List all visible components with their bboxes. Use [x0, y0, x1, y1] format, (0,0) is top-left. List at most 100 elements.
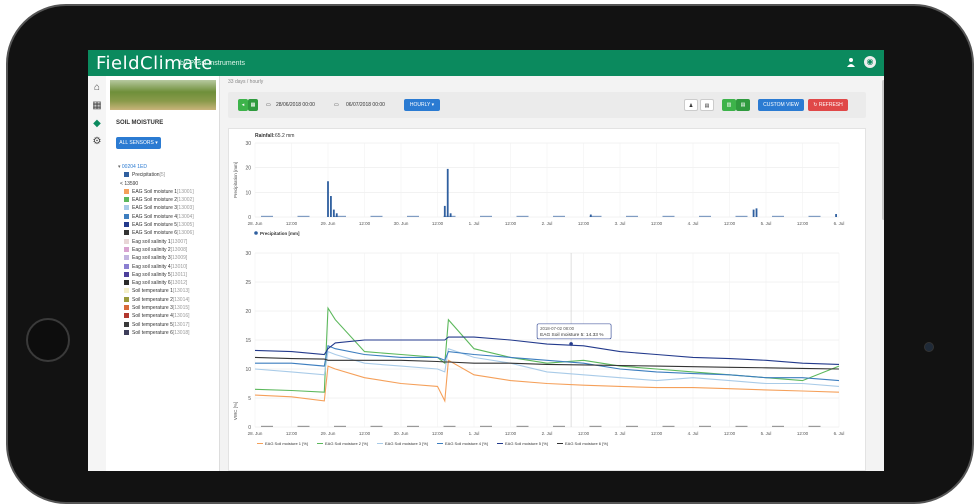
- station-node[interactable]: ▾ 00204 1ED: [118, 164, 147, 170]
- app-screen: FieldClimate by Pessl Instruments ◉ ⌂ ▦ …: [88, 50, 884, 471]
- sensor-icon[interactable]: ◆: [93, 118, 101, 129]
- prev-button[interactable]: ◂: [238, 99, 248, 111]
- sensor-item[interactable]: EAG Soil moisture 3[13003]: [118, 204, 218, 212]
- sensor-item[interactable]: < 13590: [118, 180, 218, 188]
- y-tick-label: 0: [248, 425, 251, 431]
- baseline-mark: [297, 215, 310, 217]
- sensor-item[interactable]: Soil temperature 4[13016]: [118, 312, 218, 320]
- x-tick-label: 12:00: [651, 431, 663, 436]
- menu-icon[interactable]: ◉: [864, 56, 876, 68]
- baseline-mark: [261, 215, 273, 217]
- precip-bar: [327, 181, 329, 217]
- table-view-button[interactable]: ▤: [736, 99, 750, 111]
- sensor-item-code: [13006]: [177, 230, 194, 237]
- sensor-item[interactable]: EAG Soil moisture 6[13006]: [118, 229, 218, 237]
- sensor-item[interactable]: Soil temperature 6[13018]: [118, 329, 218, 337]
- sensor-item[interactable]: Eag soil salinity 6[13012]: [118, 279, 218, 287]
- station-photo: [110, 80, 216, 110]
- series-line: [254, 356, 840, 370]
- baseline-mark: [370, 215, 383, 217]
- series-swatch: [124, 313, 129, 319]
- date-to[interactable]: 06/07/2018 00:00: [346, 102, 385, 108]
- legend-marker: [254, 231, 258, 235]
- sensor-item[interactable]: Soil temperature 1[13013]: [118, 287, 218, 295]
- station-id[interactable]: 00204 1ED: [121, 164, 147, 170]
- legend-label: EAG Soil moisture 3 [%]: [385, 441, 428, 446]
- custom-view-button[interactable]: CUSTOM VIEW: [758, 99, 804, 111]
- rainfall-label: Rainfall:: [255, 133, 275, 139]
- sensor-item-code: [13007]: [170, 238, 188, 245]
- sensor-item[interactable]: Eag soil salinity 2[13008]: [118, 246, 218, 254]
- sensor-item[interactable]: Eag soil salinity 3[13009]: [118, 254, 218, 262]
- calendar-toggle-button[interactable]: ▦: [248, 99, 258, 111]
- collapse-icon[interactable]: <: [120, 180, 125, 187]
- x-tick-label: 1. Jul: [469, 221, 480, 226]
- sensor-item[interactable]: EAG Soil moisture 4[13004]: [118, 213, 218, 221]
- user-settings-icon[interactable]: ♟: [684, 99, 698, 111]
- tooltip-marker: [569, 342, 573, 346]
- baseline-mark: [699, 425, 711, 427]
- series-swatch: [124, 205, 129, 211]
- sensor-item[interactable]: Eag soil salinity 5[13011]: [118, 271, 218, 279]
- table-icon[interactable]: ▤: [700, 99, 714, 111]
- user-icon[interactable]: [846, 57, 856, 67]
- all-sensors-button[interactable]: ALL SENSORS ▾: [116, 137, 161, 149]
- baseline-mark: [370, 425, 383, 427]
- gear-icon[interactable]: ⚙: [92, 136, 102, 147]
- sensor-item-code: [13004]: [177, 213, 194, 220]
- baseline-mark: [735, 425, 748, 427]
- series-swatch: [124, 222, 129, 228]
- home-button[interactable]: [26, 318, 70, 362]
- baseline-mark: [626, 425, 638, 427]
- x-tick-label: 12:00: [724, 221, 736, 226]
- baseline-mark: [261, 425, 273, 427]
- period-select[interactable]: HOURLY ▾: [404, 99, 440, 111]
- chart-icon[interactable]: ▦: [92, 100, 102, 111]
- x-tick-label: 12:00: [505, 431, 517, 436]
- sensor-item[interactable]: Eag soil salinity 4[13010]: [118, 263, 218, 271]
- home-icon[interactable]: ⌂: [93, 82, 101, 93]
- sensor-item[interactable]: Precipitation[5]: [118, 171, 218, 179]
- series-swatch: [124, 172, 129, 178]
- sensor-item-code: [13014]: [172, 296, 190, 303]
- legend-label: EAG Soil moisture 1 [%]: [265, 441, 308, 446]
- sensor-item-label: Soil temperature 4: [132, 313, 173, 320]
- sensor-item[interactable]: EAG Soil moisture 5[13005]: [118, 221, 218, 229]
- sensor-item-label: Soil temperature 2: [132, 296, 173, 303]
- sensor-item-label: Soil temperature 3: [132, 305, 173, 312]
- sensor-item-label: EAG Soil moisture 3: [132, 205, 178, 212]
- series-swatch: [124, 188, 129, 194]
- baseline-mark: [589, 215, 602, 217]
- series-swatch: [124, 305, 129, 311]
- baseline-mark: [808, 425, 821, 427]
- sensor-item[interactable]: Soil temperature 3[13015]: [118, 304, 218, 312]
- sensor-item[interactable]: EAG Soil moisture 2[13002]: [118, 196, 218, 204]
- sensor-item-label: Soil temperature 6: [132, 329, 173, 336]
- series-swatch: [124, 197, 129, 203]
- precip-bar: [443, 205, 446, 217]
- brand-subtitle: by Pessl Instruments: [180, 60, 245, 67]
- x-tick-label: 12:00: [797, 221, 809, 226]
- baseline-mark: [553, 425, 565, 427]
- series-line: [254, 347, 840, 387]
- sensor-item-code: [13005]: [177, 222, 194, 229]
- baseline-mark: [407, 425, 419, 427]
- sensor-item[interactable]: Soil temperature 2[13014]: [118, 296, 218, 304]
- series-swatch: [124, 271, 129, 277]
- sensor-item-label: EAG Soil moisture 1: [132, 188, 178, 195]
- sensor-item-code: [13003]: [177, 205, 194, 212]
- x-tick-label: 28. Jun: [248, 221, 263, 226]
- baseline-mark: [626, 215, 638, 217]
- main-content: 33 days / hourly ◂ ▦ ▭ 28/06/2018 00:00 …: [220, 76, 884, 471]
- brand-logo[interactable]: FieldClimate: [96, 53, 213, 74]
- scrollbar[interactable]: [882, 80, 884, 220]
- chart-view-button[interactable]: ▥: [722, 99, 736, 111]
- sensor-item[interactable]: EAG Soil moisture 1[13001]: [118, 188, 218, 196]
- refresh-button[interactable]: ↻ REFRESH: [808, 99, 848, 111]
- sensor-item[interactable]: Soil temperature 5[13017]: [118, 321, 218, 329]
- y-tick-label: 30: [245, 141, 251, 147]
- sensor-item[interactable]: Eag soil salinity 1[13007]: [118, 238, 218, 246]
- date-from[interactable]: 28/06/2018 00:00: [276, 102, 315, 108]
- x-tick-label: 4. Jul: [688, 221, 699, 226]
- rainfall-value: 65.2 mm: [275, 133, 294, 139]
